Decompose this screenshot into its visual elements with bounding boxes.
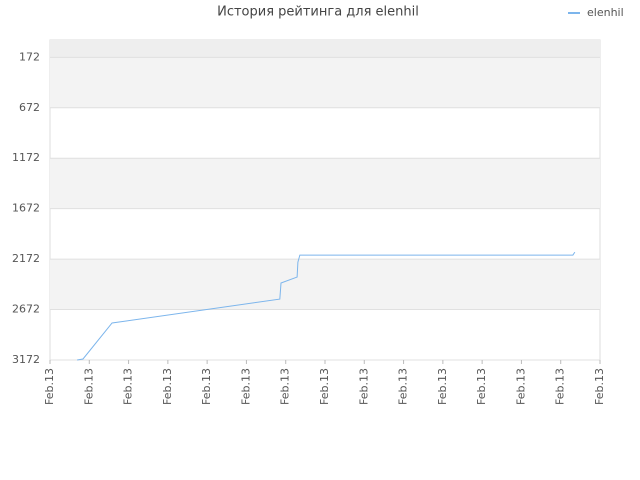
x-tick-label: Feb.13 [593, 368, 606, 405]
grid-band [50, 259, 600, 310]
y-tick-label: 172 [19, 50, 40, 63]
x-tick-label: Feb.13 [357, 368, 370, 405]
x-tick-label: Feb.13 [554, 368, 567, 405]
x-tick-label: Feb.13 [318, 368, 331, 405]
legend-label: elenhil [587, 6, 624, 19]
x-tick-label: Feb.13 [161, 368, 174, 405]
x-tick-label: Feb.13 [436, 368, 449, 405]
grid-band [50, 57, 600, 108]
y-tick-label: 3172 [12, 353, 40, 366]
x-tick-label: Feb.13 [279, 368, 292, 405]
x-tick-label: Feb.13 [397, 368, 410, 405]
y-tick-label: 1672 [12, 202, 40, 215]
x-tick-label: Feb.13 [514, 368, 527, 405]
x-tick-label: Feb.13 [122, 368, 135, 405]
grid-band [50, 158, 600, 209]
y-tick-label: 672 [19, 101, 40, 114]
y-tick-label: 2672 [12, 303, 40, 316]
y-tick-label: 2172 [12, 252, 40, 265]
x-tick-label: Feb.13 [200, 368, 213, 405]
x-tick-label: Feb.13 [43, 368, 56, 405]
x-tick-label: Feb.13 [239, 368, 252, 405]
chart-title: История рейтинга для elenhil [217, 5, 419, 20]
y-tick-label: 1172 [12, 151, 40, 164]
line [77, 251, 576, 361]
x-tick-label: Feb.13 [475, 368, 488, 405]
x-tick-label: Feb.13 [82, 368, 95, 405]
grid-band [50, 40, 600, 58]
